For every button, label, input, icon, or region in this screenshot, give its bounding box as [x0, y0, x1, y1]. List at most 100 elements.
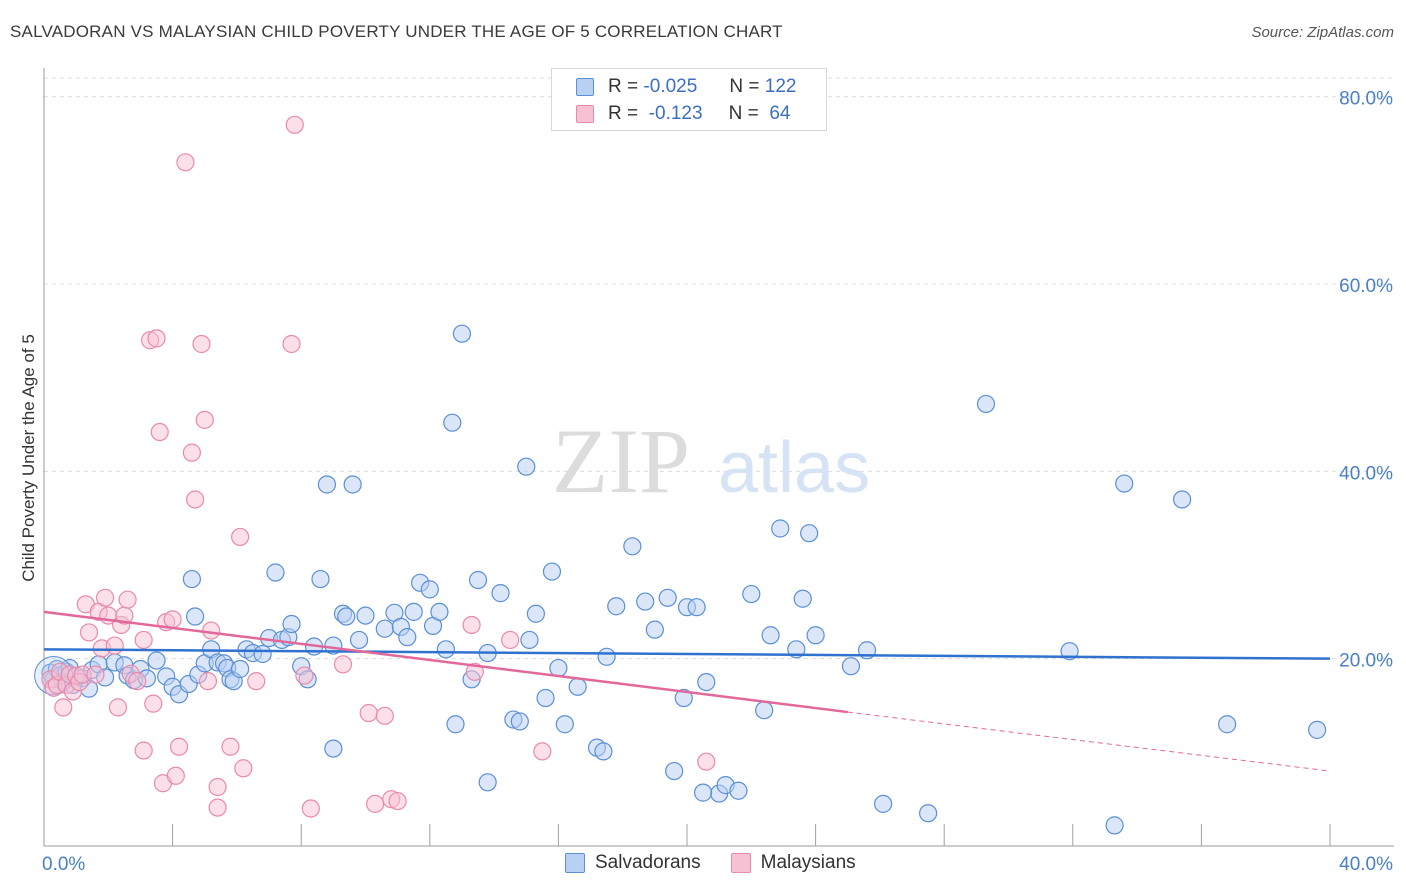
malaysian-point — [247, 672, 266, 691]
salvadoran-n-value: 122 — [764, 76, 797, 97]
malaysian-point — [462, 615, 481, 635]
salvadorans-legend-swatch — [565, 853, 585, 873]
salvadoran-point — [1105, 816, 1124, 835]
malaysian-n-value: 64 — [769, 103, 791, 124]
salvadoran-point — [771, 519, 790, 538]
n-label: N = — [729, 76, 760, 97]
malaysian-point — [79, 623, 99, 642]
salvadoran-point — [478, 773, 497, 792]
n-label: N = — [728, 103, 759, 124]
salvadoran-point — [693, 783, 713, 802]
series-legend: Salvadorans Malaysians — [565, 852, 886, 874]
salvadoran-point — [446, 715, 465, 734]
malaysian-point — [166, 766, 185, 785]
salvadoran-r-value: -0.025 — [643, 76, 698, 97]
malaysian-point — [134, 630, 153, 650]
salvadoran-point — [742, 584, 761, 604]
salvadoran-point — [665, 761, 684, 781]
salvadoran-point — [536, 688, 555, 708]
salvadoran-point — [253, 644, 272, 664]
salvadoran-point — [337, 607, 356, 626]
salvadoran-point — [542, 562, 562, 581]
salvadoran-point — [697, 672, 716, 692]
salvadoran-point — [607, 597, 626, 616]
salvadoran-point — [658, 588, 677, 607]
salvadoran-point — [526, 604, 545, 623]
salvadoran-point — [311, 569, 330, 589]
salvadoran-point — [398, 628, 417, 647]
malaysian-point — [150, 422, 169, 442]
y-tick-label: 80.0% — [1339, 89, 1393, 110]
salvadoran-point — [404, 602, 423, 621]
malaysian-point — [144, 694, 163, 713]
correlation-legend: R = -0.025 N = 122 R = -0.123 N = 64 — [551, 68, 827, 131]
malaysian-point — [163, 610, 182, 629]
trend-lines — [43, 610, 1331, 772]
malaysian-point — [366, 794, 385, 813]
salvadoran-point — [1308, 720, 1327, 739]
malaysian-point — [282, 334, 301, 354]
r-label: R = — [608, 103, 639, 124]
malaysian-point — [221, 737, 240, 756]
salvadoran-point — [976, 394, 996, 414]
malaysian-point — [285, 115, 304, 134]
malaysian-point — [465, 662, 484, 681]
legend-item-salvadorans[interactable]: Salvadorans — [565, 852, 701, 874]
salvadoran-point — [324, 636, 343, 655]
malaysian-point — [118, 590, 137, 609]
salvadoran-point — [420, 580, 439, 599]
salvadoran-point — [755, 701, 774, 720]
salvadoran-point — [317, 475, 337, 494]
malaysian-point — [192, 334, 211, 354]
salvadoran-point — [436, 640, 455, 659]
salvadoran-point — [231, 659, 250, 679]
malaysian-point — [388, 791, 407, 811]
salvadoran-point — [266, 563, 285, 582]
source-label: Source: ZipAtlas.com — [1251, 24, 1394, 41]
watermark: ZIP atlas — [552, 410, 870, 512]
malaysian-point — [95, 588, 115, 607]
x-tick-label: 40.0% — [1339, 854, 1393, 875]
salvadoran-point — [510, 712, 529, 731]
malaysian-point — [295, 666, 314, 685]
salvadoran-point — [375, 619, 394, 638]
salvadoran-point — [1115, 474, 1134, 493]
malaysian-trend-line — [43, 610, 848, 714]
malaysian-point — [375, 706, 394, 725]
salvadoran-point — [430, 602, 449, 621]
salvadoran-point — [186, 607, 205, 626]
salvadoran-point — [623, 537, 642, 556]
malaysian-r-value: -0.123 — [648, 103, 703, 124]
malaysian-point — [359, 703, 378, 723]
malaysian-point — [198, 672, 218, 691]
salvadoran-point — [800, 524, 819, 543]
x-tick-label: 0.0% — [42, 854, 85, 875]
malaysian-point — [697, 752, 716, 771]
r-label: R = — [608, 76, 639, 97]
y-axis-label: Child Poverty Under the Age of 5 — [19, 334, 38, 582]
malaysians-legend-label: Malaysians — [760, 852, 856, 873]
salvadoran-point — [452, 324, 472, 343]
salvadoran-trend-line — [43, 648, 1331, 660]
salvadoran-point — [182, 569, 201, 589]
salvadoran-point — [443, 413, 462, 432]
salvadoran-point — [645, 620, 664, 639]
salvadoran-point — [468, 570, 488, 590]
salvadoran-point — [491, 584, 510, 603]
axes — [43, 68, 1394, 847]
salvadoran-points — [34, 324, 1327, 835]
malaysian-swatch — [576, 105, 594, 123]
malaysian-point — [86, 665, 105, 684]
salvadoran-point — [349, 630, 369, 650]
malaysian-point — [501, 630, 520, 650]
salvadoran-point — [1173, 490, 1192, 509]
y-tick-label: 60.0% — [1339, 276, 1393, 297]
malaysian-point — [231, 527, 250, 547]
salvadoran-point — [729, 781, 748, 800]
legend-item-malaysians[interactable]: Malaysians — [730, 852, 856, 874]
malaysian-point — [169, 737, 189, 756]
tick-labels: 20.0% 40.0% 60.0% 80.0% 0.0% 40.0% — [42, 89, 1393, 875]
malaysian-point — [533, 742, 552, 761]
malaysian-point — [301, 799, 320, 818]
malaysian-trend-extension — [847, 711, 1331, 772]
